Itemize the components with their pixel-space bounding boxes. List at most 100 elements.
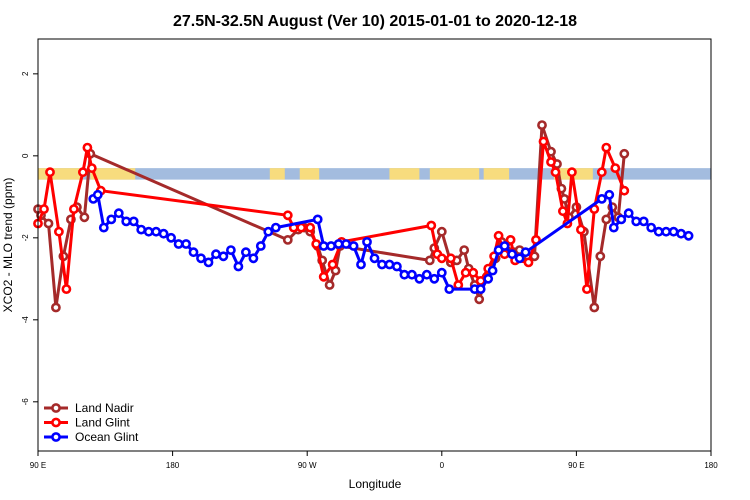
data-point-ocean-glint <box>181 239 191 249</box>
data-point-ocean-glint <box>136 224 147 235</box>
data-point-ocean-glint <box>128 216 139 227</box>
data-point-land-glint <box>45 167 55 178</box>
data-point-ocean-glint <box>356 259 366 270</box>
data-point-land-glint <box>69 204 79 214</box>
data-point-land-glint <box>318 271 329 282</box>
data-point-ocean-glint <box>377 259 387 270</box>
data-point-ocean-glint <box>421 269 432 280</box>
x-tick-label: 0 <box>440 461 445 470</box>
y-tick-label: 0 <box>21 153 30 158</box>
data-point-ocean-glint <box>98 222 109 233</box>
data-point-ocean-glint <box>333 239 344 249</box>
x-tick-label: 90 W <box>298 461 317 470</box>
data-point-land-glint <box>610 163 621 173</box>
data-point-ocean-glint <box>240 247 251 258</box>
plot-frame <box>37 38 712 452</box>
data-point-ocean-glint <box>158 228 169 239</box>
data-point-land-nadir <box>43 218 54 229</box>
legend-label: Land Nadir <box>75 401 134 415</box>
land-segment <box>269 168 285 180</box>
land-segment <box>90 168 136 180</box>
chart-title: 27.5N-32.5N August (Ver 10) 2015-01-01 t… <box>173 13 577 30</box>
data-point-land-nadir <box>537 120 547 130</box>
data-point-ocean-glint <box>391 261 402 272</box>
data-point-ocean-glint <box>270 222 281 233</box>
data-point-land-glint <box>523 257 534 268</box>
data-point-ocean-glint <box>233 261 244 272</box>
y-tick-label: -6 <box>21 398 30 406</box>
data-point-ocean-glint <box>166 232 176 243</box>
data-point-ocean-glint <box>218 251 229 262</box>
data-point-land-glint <box>460 267 471 278</box>
data-point-land-nadir <box>79 212 90 223</box>
data-point-ocean-glint <box>196 253 206 264</box>
data-point-land-glint <box>505 234 516 245</box>
land-segment <box>429 168 480 180</box>
data-point-land-glint <box>619 185 630 196</box>
legend-marker <box>51 403 61 413</box>
data-point-ocean-glint <box>444 284 455 294</box>
data-point-land-nadir <box>459 245 470 255</box>
data-point-ocean-glint <box>483 273 494 284</box>
data-point-ocean-glint <box>384 259 395 270</box>
data-point-land-nadir <box>424 255 435 266</box>
data-point-ocean-glint <box>507 249 517 260</box>
legend-item-land-nadir: Land Nadir <box>44 401 134 415</box>
data-point-ocean-glint <box>106 214 117 225</box>
data-point-land-glint <box>282 210 293 221</box>
x-tick-label: 90 E <box>568 461 584 470</box>
data-point-ocean-glint <box>631 216 642 227</box>
data-point-ocean-glint <box>436 267 447 278</box>
land-segment <box>38 168 83 180</box>
data-point-land-nadir <box>601 214 612 225</box>
ocean-band <box>38 168 711 180</box>
data-point-ocean-glint <box>429 273 440 284</box>
y-tick-label: -2 <box>21 234 30 242</box>
data-point-land-glint <box>558 206 568 217</box>
data-point-land-glint <box>305 222 316 233</box>
data-point-land-glint <box>426 220 437 231</box>
data-point-ocean-glint <box>661 226 671 237</box>
y-axis-label: XCO2 - MLO trend (ppm) <box>1 178 15 313</box>
data-point-ocean-glint <box>188 247 199 258</box>
data-point-ocean-glint <box>604 189 615 200</box>
data-point-land-nadir <box>324 280 335 290</box>
data-point-ocean-glint <box>173 239 184 249</box>
data-point-land-glint <box>546 157 556 167</box>
legend-item-land-glint: Land Glint <box>44 416 130 430</box>
data-point-ocean-glint <box>341 239 351 249</box>
data-point-land-glint <box>576 224 586 235</box>
data-point-ocean-glint <box>414 273 425 284</box>
data-point-ocean-glint <box>514 253 525 264</box>
data-point-land-glint <box>327 259 338 270</box>
data-point-ocean-glint <box>638 216 649 227</box>
data-point-land-glint <box>596 167 607 178</box>
y-tick-label: 2 <box>21 71 30 76</box>
data-point-land-nadir <box>619 148 630 159</box>
series-layer <box>33 120 694 313</box>
data-point-ocean-glint <box>596 193 607 204</box>
data-point-land-glint <box>538 136 549 147</box>
data-point-land-glint <box>445 253 456 264</box>
land-segment <box>389 168 420 180</box>
x-axis: 90 E 180 90 W 0 90 E 180 <box>30 451 718 470</box>
data-point-land-glint <box>39 204 49 214</box>
x-tick-label: 180 <box>704 461 718 470</box>
data-point-ocean-glint <box>248 253 259 264</box>
legend-item-ocean-glint: Ocean Glint <box>44 430 139 444</box>
land-segment <box>483 168 510 180</box>
data-point-land-glint <box>54 226 64 237</box>
data-point-land-glint <box>453 280 464 290</box>
data-point-land-glint <box>311 239 322 249</box>
series-ocean-glint <box>88 189 694 294</box>
data-point-ocean-glint <box>676 228 686 239</box>
data-point-land-glint <box>78 167 88 178</box>
data-point-ocean-glint <box>520 247 531 258</box>
data-point-land-glint <box>86 163 97 173</box>
data-point-land-nadir <box>282 234 293 245</box>
data-point-land-nadir <box>589 302 600 313</box>
data-point-land-glint <box>567 167 577 178</box>
data-point-ocean-glint <box>348 241 359 251</box>
